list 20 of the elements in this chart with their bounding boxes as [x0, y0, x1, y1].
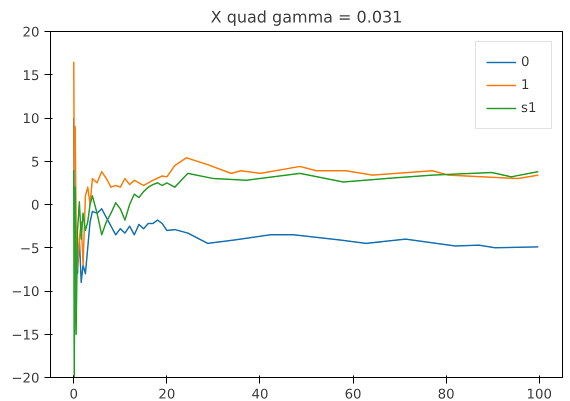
y-tick-label: 15: [22, 68, 40, 84]
legend-label: s1: [521, 100, 538, 116]
x-tick-label: 0: [70, 388, 78, 401]
y-tick-label: −15: [11, 328, 40, 344]
y-tick-label: −20: [11, 372, 40, 386]
y-tick-label: −10: [11, 285, 40, 300]
x-tick-label: 40: [251, 388, 268, 401]
chart-title: X quad gamma = 0.031: [210, 8, 402, 26]
legend-label: 0: [521, 54, 530, 70]
x-tick-label: 100: [526, 388, 552, 401]
y-tick-label: −5: [20, 242, 40, 257]
y-tick-label: 20: [22, 26, 40, 40]
x-tick-label: 80: [438, 388, 455, 401]
y-tick-label: 5: [31, 155, 40, 170]
y-tick-label: 0: [31, 198, 40, 214]
x-tick-label: 60: [344, 388, 362, 401]
line-series: [73, 169, 540, 378]
x-tick-label: 20: [158, 388, 176, 401]
legend-label: 1: [521, 78, 530, 92]
y-tick-label: 10: [22, 112, 40, 127]
